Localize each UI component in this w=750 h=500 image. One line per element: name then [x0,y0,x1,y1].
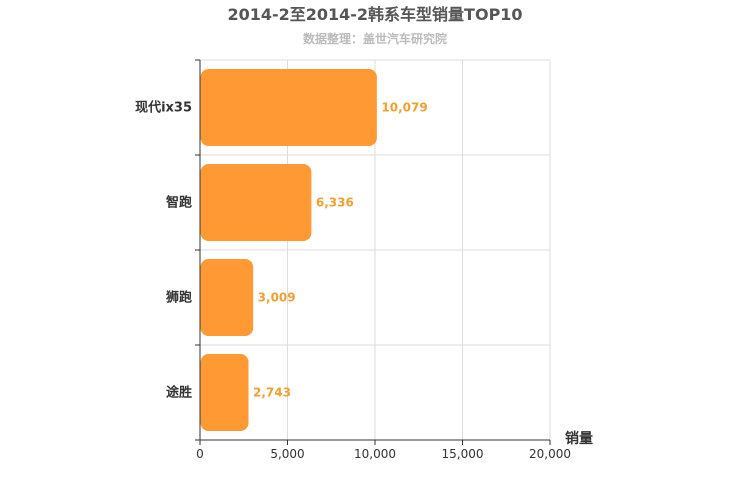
bar-value-label: 6,336 [316,196,354,210]
x-tick-label: 20,000 [529,447,571,461]
category-label: 智跑 [166,195,192,211]
bar [200,164,312,241]
category-label: 途胜 [166,385,192,401]
x-tick-label: 15,000 [442,447,484,461]
bar [200,259,254,336]
x-axis-label: 销量 [565,430,593,447]
x-tick-labels: 0 5,000 10,000 15,000 20,000 [196,447,571,461]
bar [200,354,249,431]
value-labels: 10,079 6,336 3,009 2,743 [253,101,428,400]
bar-series [200,69,377,431]
bar-value-label: 3,009 [258,291,296,305]
chart-subtitle: 数据整理：盖世汽车研究院 [303,31,447,46]
category-label: 狮跑 [165,290,192,306]
chart-title: 2014-2至2014-2韩系车型销量TOP10 [227,5,522,24]
bar-value-label: 2,743 [253,386,291,400]
axes [195,59,551,445]
x-tick-label: 5,000 [270,447,304,461]
category-label: 现代ix35 [135,100,192,116]
bar-value-label: 10,079 [381,101,427,115]
x-tick-label: 10,000 [354,447,396,461]
bar [200,69,377,146]
x-tick-label: 0 [196,447,204,461]
